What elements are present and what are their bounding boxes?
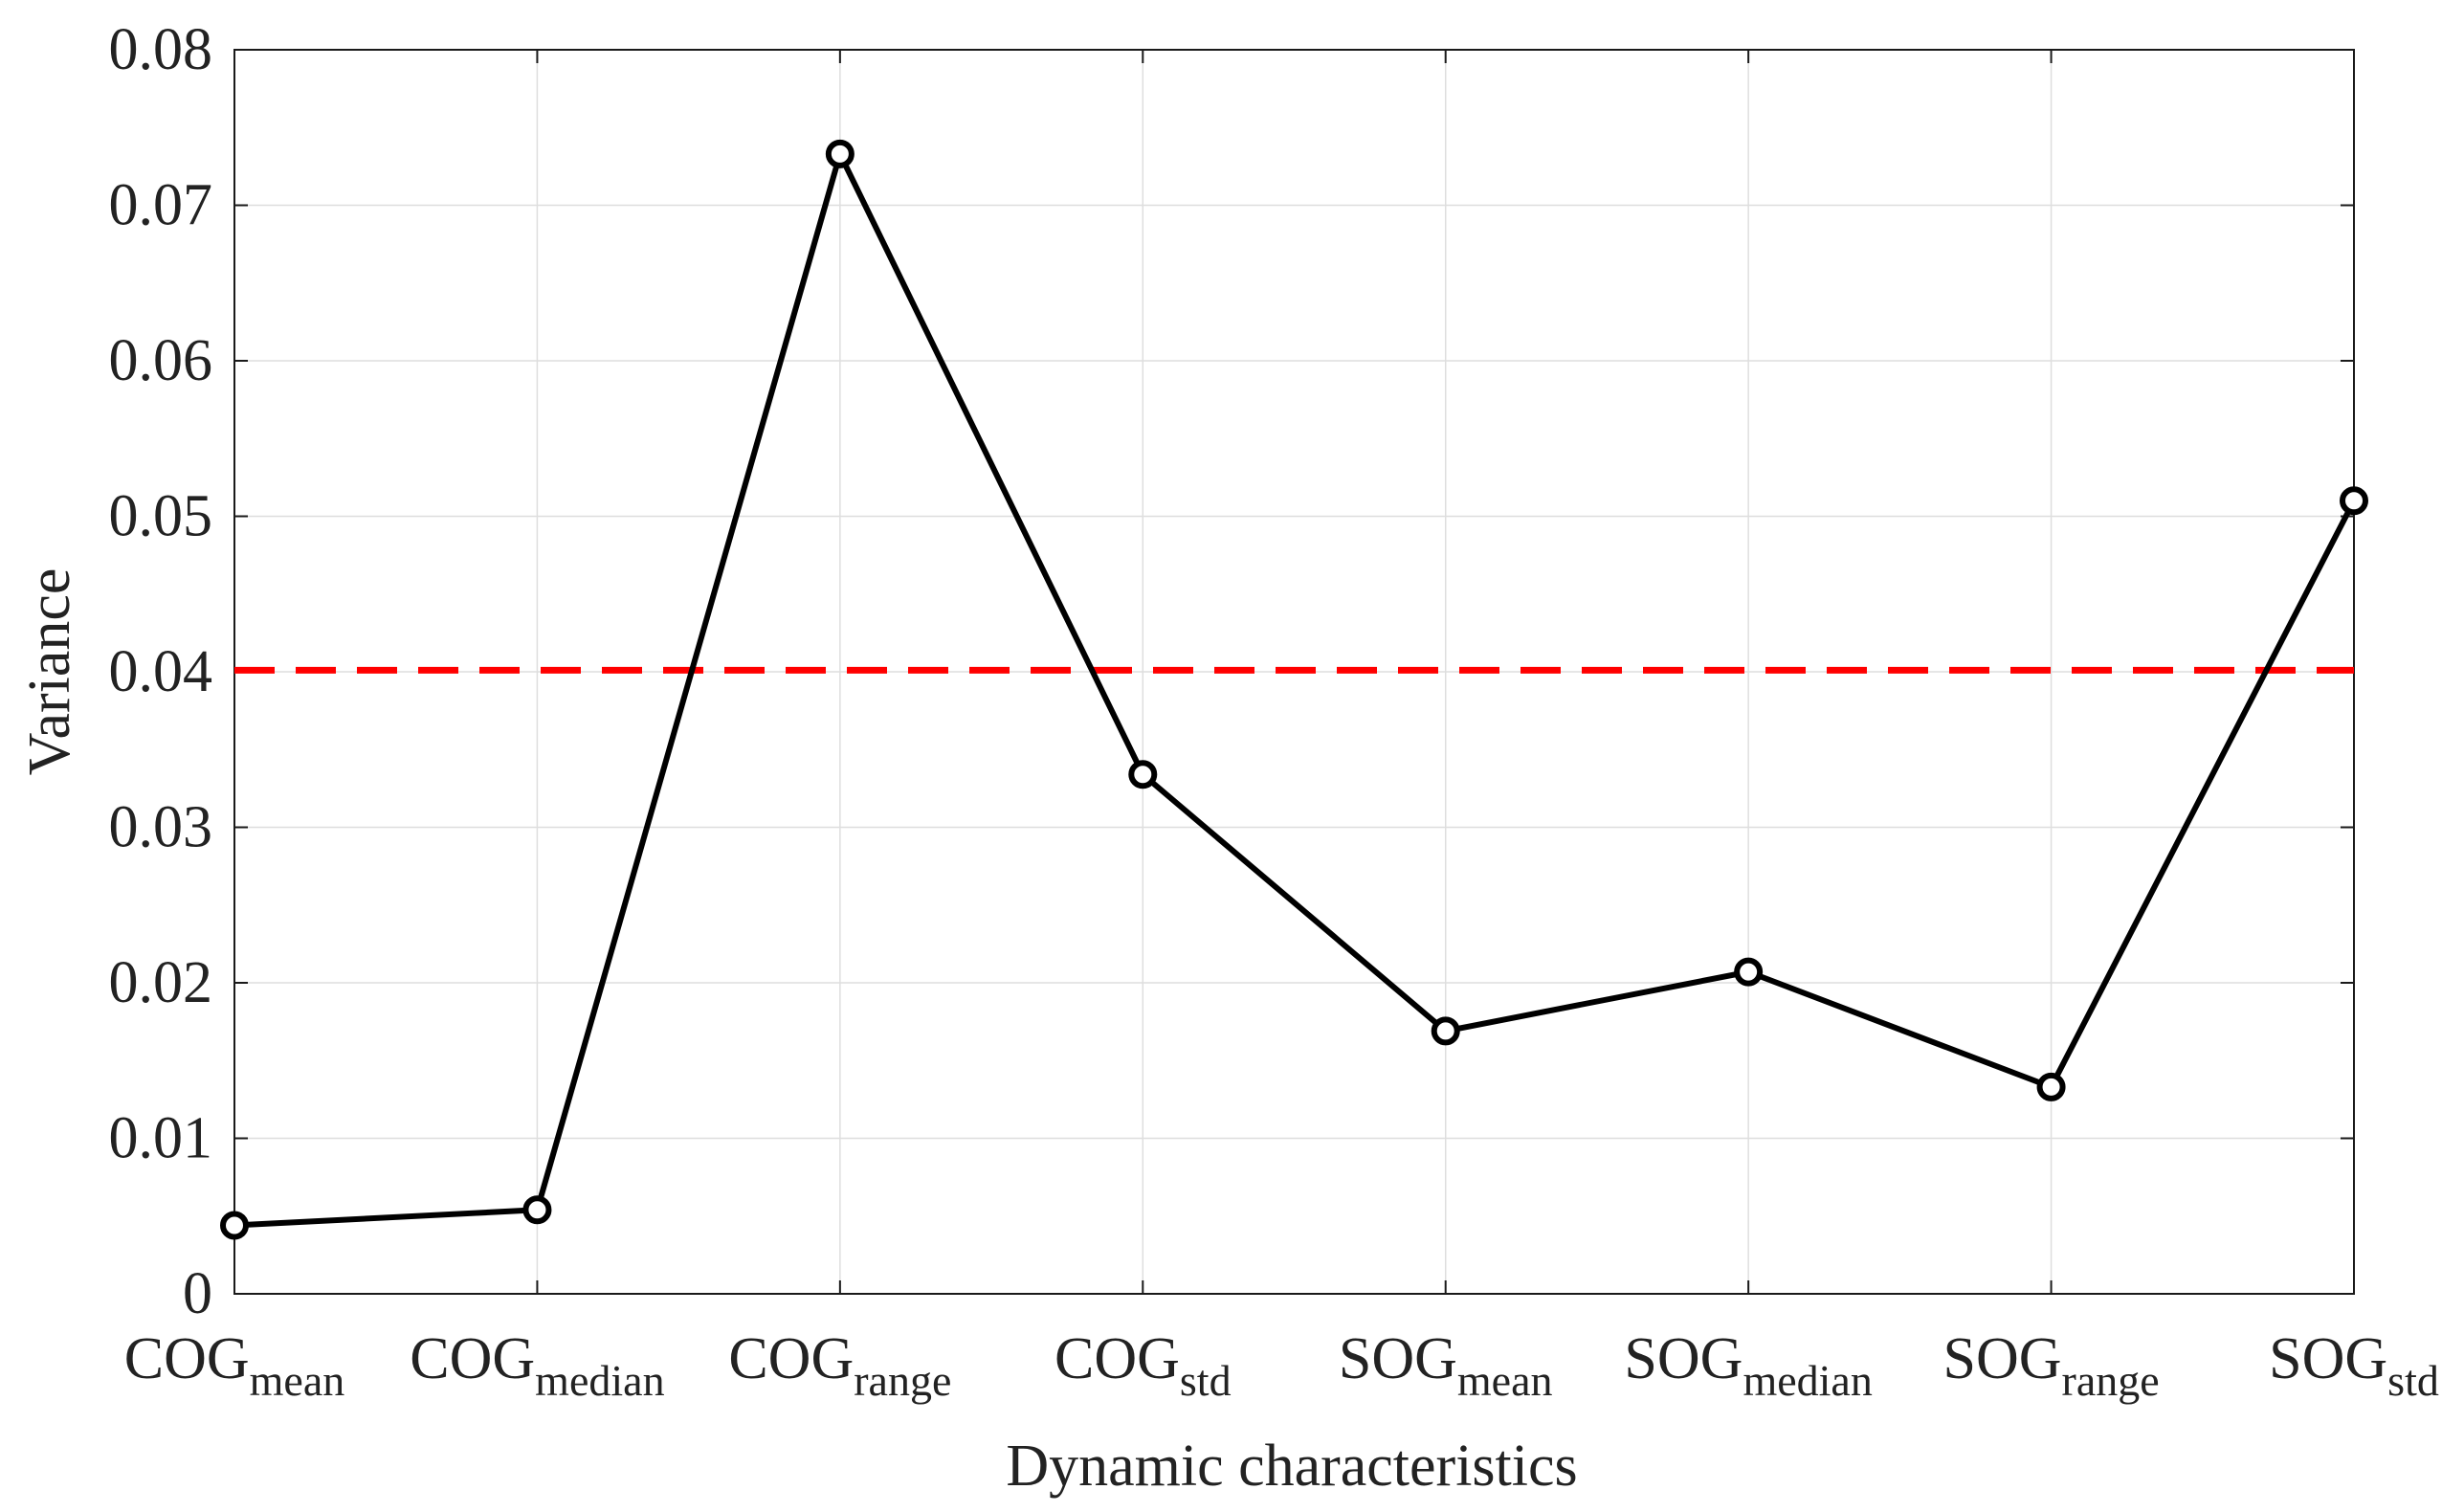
x-tick-label: SOGstd [2269,1326,2439,1405]
x-tick-label: COGrange [728,1326,951,1405]
y-axis: 0 0.01 0.02 0.03 0.04 0.05 0.06 0.07 0.08 [109,17,2354,1326]
y-axis-label: Variance [17,568,82,776]
x-axis: COGmean COGmedian COGrange COGstd SOGmean SOG… [124,50,2439,1405]
y-tick-label: 0.06 [109,328,213,393]
x-tick-label: COGmean [124,1326,345,1405]
x-tick-label: COGmedian [410,1326,664,1405]
data-point-marker [2036,1072,2066,1101]
x-axis-label: Dynamic characteristics [1006,1434,1577,1499]
x-tick-label: SOGmedian [1624,1326,1872,1405]
x-tick-label: SOGrange [1942,1326,2159,1405]
data-point-marker [220,1211,249,1240]
y-tick-label: 0.02 [109,950,213,1015]
data-point-marker [1431,1016,1460,1046]
data-point-marker [1128,760,1158,789]
data-point-marker [825,139,855,168]
x-tick-label: COGstd [1054,1326,1232,1405]
y-tick-label: 0 [183,1261,212,1326]
y-tick-label: 0.08 [109,17,213,82]
series-line [233,150,2357,1229]
data-point-marker [2340,486,2368,516]
y-tick-label: 0.01 [109,1106,213,1171]
x-tick-label: SOGmean [1339,1326,1553,1405]
y-tick-label: 0.05 [109,484,213,549]
y-tick-label: 0.03 [109,795,213,860]
data-point-marker [522,1195,552,1225]
y-tick-label: 0.07 [109,173,213,238]
data-point-marker [1734,957,1764,987]
y-tick-label: 0.04 [109,639,213,704]
series-layer [220,139,2368,1240]
